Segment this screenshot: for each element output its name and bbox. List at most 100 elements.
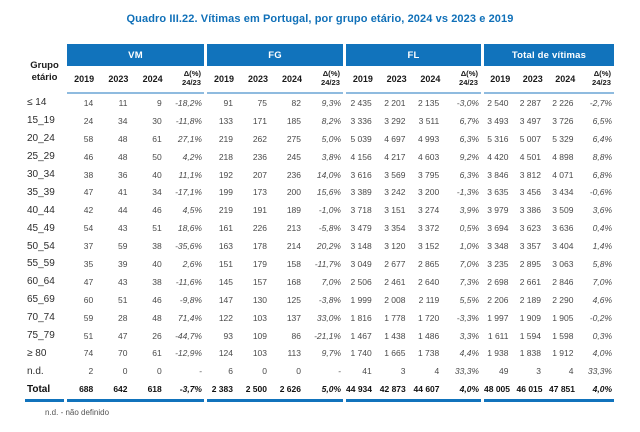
delta-header-line2: 24/23 bbox=[320, 78, 340, 87]
delta-cell: 4,5% bbox=[182, 205, 202, 216]
bottom-border-segment bbox=[484, 399, 614, 403]
row-group-fg: 93 109 86 -21,1% bbox=[207, 327, 343, 345]
value-cell: 130 bbox=[252, 294, 267, 305]
value-cell: 3 bbox=[536, 366, 541, 377]
value-cell: 151 bbox=[218, 258, 233, 269]
row-group-total-de-vitimas: 49 3 4 33,3% bbox=[484, 362, 614, 380]
delta-cell: -3,0% bbox=[456, 97, 479, 108]
row-group-fl: 3 148 3 120 3 152 1,0% bbox=[346, 237, 481, 255]
value-cell: 86 bbox=[291, 330, 301, 341]
value-cell: 9 bbox=[157, 97, 162, 108]
row-group-fl: 3 336 3 292 3 511 6,7% bbox=[346, 112, 481, 130]
value-cell: 2 500 bbox=[245, 384, 267, 395]
group-header-total-de-vitimas: Total de vítimas bbox=[484, 44, 614, 66]
delta-cell: 71,4% bbox=[177, 312, 202, 323]
year-header: 2019 bbox=[213, 74, 235, 84]
value-cell: 49 bbox=[499, 366, 509, 377]
delta-cell: -44,7% bbox=[175, 330, 202, 341]
value-cell: 3 509 bbox=[552, 205, 574, 216]
row-group-fg: 145 157 168 7,0% bbox=[207, 273, 343, 291]
value-cell: 3 404 bbox=[552, 241, 574, 252]
value-cell: 219 bbox=[218, 133, 233, 144]
value-cell: 1 594 bbox=[519, 330, 541, 341]
value-cell: 47 851 bbox=[549, 384, 575, 395]
table-row: 15_19 24 34 30 -11,8% 133 171 185 8,2% 3 336 3 292… bbox=[25, 112, 614, 130]
value-cell: 158 bbox=[286, 258, 301, 269]
delta-cell: 0,3% bbox=[592, 330, 612, 341]
value-cell: 226 bbox=[252, 223, 267, 234]
value-cell: 1 598 bbox=[552, 330, 574, 341]
value-cell: 168 bbox=[286, 276, 301, 287]
value-cell: 2 846 bbox=[552, 276, 574, 287]
row-group-fl: 41 3 4 33,3% bbox=[346, 362, 481, 380]
delta-cell: 5,0% bbox=[321, 133, 341, 144]
value-cell: 3 274 bbox=[417, 205, 440, 216]
value-cell: 44 607 bbox=[413, 384, 440, 395]
row-group-total-de-vitimas: 1 997 1 909 1 905 -0,2% bbox=[484, 309, 614, 327]
table-row: 75_79 51 47 26 -44,7% 93 109 86 -21,1% 1 467 1 438… bbox=[25, 327, 614, 345]
row-group-vm: 42 44 46 4,5% bbox=[67, 201, 204, 219]
year-header: 2023 bbox=[108, 74, 129, 84]
value-cell: 2 206 bbox=[487, 294, 509, 305]
value-cell: 42 bbox=[83, 205, 94, 216]
value-cell: 275 bbox=[286, 133, 301, 144]
delta-cell: -1,3% bbox=[456, 187, 479, 198]
row-group-vm: 60 51 46 -9,8% bbox=[67, 291, 204, 309]
value-cell: 91 bbox=[223, 97, 233, 108]
row-label: 30_34 bbox=[27, 169, 55, 180]
delta-cell: 33,0% bbox=[316, 312, 341, 323]
value-cell: 4 697 bbox=[384, 133, 406, 144]
row-group-vm: 58 48 61 27,1% bbox=[67, 130, 204, 148]
delta-header-line2: 24/23 bbox=[591, 78, 611, 87]
delta-cell: -12,9% bbox=[175, 348, 202, 359]
value-cell: 11 bbox=[118, 97, 128, 108]
year-header: 2019 bbox=[490, 74, 511, 84]
total-row: Total 688 642 618 -3,7% 2 383 2 500 2 626 5,0% 44… bbox=[25, 380, 614, 398]
value-cell: 36 bbox=[118, 169, 128, 180]
value-cell: 3 511 bbox=[418, 115, 440, 126]
value-cell: 5 316 bbox=[487, 133, 509, 144]
row-group-total-de-vitimas: 3 846 3 812 4 071 6,8% bbox=[484, 166, 614, 184]
value-cell: 3 479 bbox=[350, 223, 372, 234]
row-group-fl: 1 999 2 008 2 119 5,5% bbox=[346, 291, 481, 309]
row-group-vm: 74 70 61 -12,9% bbox=[67, 344, 204, 362]
year-header: 2024 bbox=[281, 74, 303, 84]
row-group-vm: 688 642 618 -3,7% bbox=[67, 380, 204, 398]
value-cell: 3 063 bbox=[552, 258, 574, 269]
delta-cell: 9,3% bbox=[321, 97, 341, 108]
value-cell: 1 738 bbox=[417, 348, 440, 359]
value-cell: 133 bbox=[218, 115, 233, 126]
value-cell: 3 456 bbox=[519, 187, 541, 198]
value-cell: 103 bbox=[252, 348, 267, 359]
value-cell: 113 bbox=[287, 348, 301, 359]
value-cell: 1 467 bbox=[350, 330, 372, 341]
value-cell: 3 235 bbox=[487, 258, 509, 269]
delta-cell: - bbox=[338, 366, 341, 377]
row-group-fl: 3 049 2 677 2 865 7,0% bbox=[346, 255, 481, 273]
value-cell: 3 569 bbox=[384, 169, 406, 180]
bottom-border-segment bbox=[25, 399, 64, 403]
delta-cell: 5,0% bbox=[321, 384, 341, 395]
value-cell: 3 497 bbox=[519, 115, 541, 126]
value-cell: 236 bbox=[286, 169, 301, 180]
value-cell: 3 386 bbox=[519, 205, 541, 216]
value-cell: 51 bbox=[152, 223, 162, 234]
row-group-fl: 2 506 2 461 2 640 7,3% bbox=[346, 273, 481, 291]
value-cell: 6 bbox=[228, 366, 233, 377]
delta-cell: -11,6% bbox=[175, 276, 202, 287]
row-group-fg: 219 191 189 -1,0% bbox=[207, 201, 343, 219]
table-row: ≤ 14 14 11 9 -18,2% 91 75 82 9,3% 2 435 2 201 2 135… bbox=[25, 94, 614, 112]
row-group-fg: 122 103 137 33,0% bbox=[207, 309, 343, 327]
row-group-fl: 3 479 3 354 3 372 0,5% bbox=[346, 219, 481, 237]
value-cell: 1 740 bbox=[350, 348, 372, 359]
delta-cell: -2,7% bbox=[589, 97, 612, 108]
value-cell: 145 bbox=[218, 276, 233, 287]
delta-cell: 8,2% bbox=[321, 115, 341, 126]
value-cell: 2 226 bbox=[552, 97, 574, 108]
row-label: 35_39 bbox=[27, 186, 55, 198]
row-group-fl: 1 467 1 438 1 486 3,3% bbox=[346, 327, 481, 345]
table-row: 55_59 35 39 40 2,6% 151 179 158 -11,7% 3 049 2 677… bbox=[25, 255, 614, 273]
value-cell: 1 778 bbox=[384, 312, 406, 323]
value-cell: 3 200 bbox=[417, 187, 440, 198]
value-cell: 4 071 bbox=[552, 169, 574, 180]
